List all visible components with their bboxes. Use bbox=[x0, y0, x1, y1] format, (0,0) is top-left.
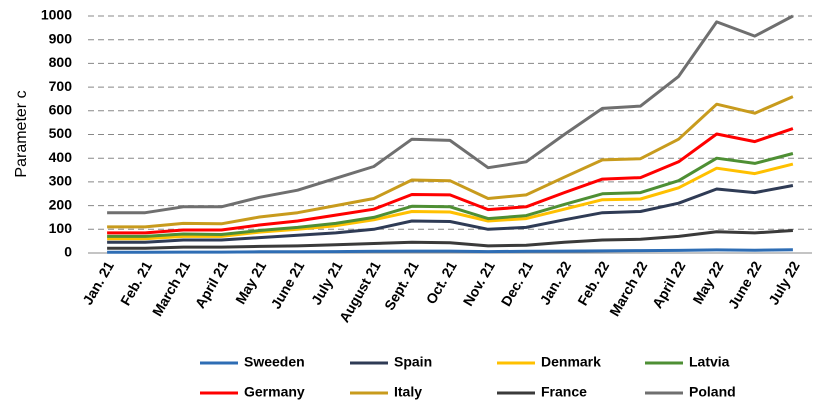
y-tick-label: 0 bbox=[64, 244, 72, 260]
legend-label: Italy bbox=[394, 384, 422, 400]
line-series bbox=[107, 14, 794, 215]
x-tick-label: Jan. 22 bbox=[537, 258, 575, 307]
y-tick-label: 600 bbox=[49, 102, 73, 118]
legend-label: Poland bbox=[689, 384, 736, 400]
x-tick-label: Oct. 21 bbox=[423, 258, 460, 307]
x-tick-label: March 22 bbox=[606, 258, 650, 319]
x-tick-label: Sept. 21 bbox=[381, 258, 422, 313]
line-series bbox=[107, 127, 794, 235]
y-tick-label: 700 bbox=[49, 78, 73, 94]
x-tick-label: June 21 bbox=[267, 258, 307, 311]
line-series bbox=[107, 248, 793, 254]
y-tick-label: 500 bbox=[49, 125, 73, 141]
x-tick-label: April 22 bbox=[649, 258, 689, 311]
legend-label: Denmark bbox=[541, 354, 601, 370]
x-tick-label: Nov. 21 bbox=[460, 258, 498, 308]
x-tick-label: May 22 bbox=[689, 258, 726, 307]
y-tick-label: 300 bbox=[49, 173, 73, 189]
y-tick-label: 100 bbox=[49, 220, 73, 236]
y-tick-label: 800 bbox=[49, 54, 73, 70]
y-tick-label: 900 bbox=[49, 30, 73, 46]
y-tick-label: 1000 bbox=[41, 7, 72, 23]
y-axis-label: Parameter c bbox=[13, 90, 30, 177]
x-tick-label: June 22 bbox=[725, 258, 765, 311]
line-series bbox=[107, 152, 794, 238]
legend-label: Germany bbox=[244, 384, 305, 400]
x-tick-label: July 21 bbox=[308, 258, 346, 307]
x-tick-label: Jan. 21 bbox=[79, 258, 117, 307]
line-series bbox=[107, 229, 793, 250]
legend-label: Sweeden bbox=[244, 354, 305, 370]
x-tick-label: Feb. 22 bbox=[574, 258, 612, 308]
y-tick-label: 400 bbox=[49, 149, 73, 165]
x-tick-label: May 21 bbox=[232, 258, 269, 307]
line-series bbox=[107, 162, 794, 241]
x-tick-label: July 22 bbox=[765, 258, 803, 307]
x-tick-label: March 21 bbox=[149, 258, 193, 319]
legend-label: Latvia bbox=[689, 354, 730, 370]
y-tick-label: 200 bbox=[49, 196, 73, 212]
line-series bbox=[107, 95, 794, 229]
x-tick-label: Feb. 21 bbox=[117, 258, 155, 308]
x-tick-label: Dec. 21 bbox=[498, 258, 536, 309]
x-tick-label: April 21 bbox=[192, 258, 232, 311]
legend-label: France bbox=[541, 384, 587, 400]
line-series bbox=[107, 184, 794, 244]
legend-label: Spain bbox=[394, 354, 432, 370]
